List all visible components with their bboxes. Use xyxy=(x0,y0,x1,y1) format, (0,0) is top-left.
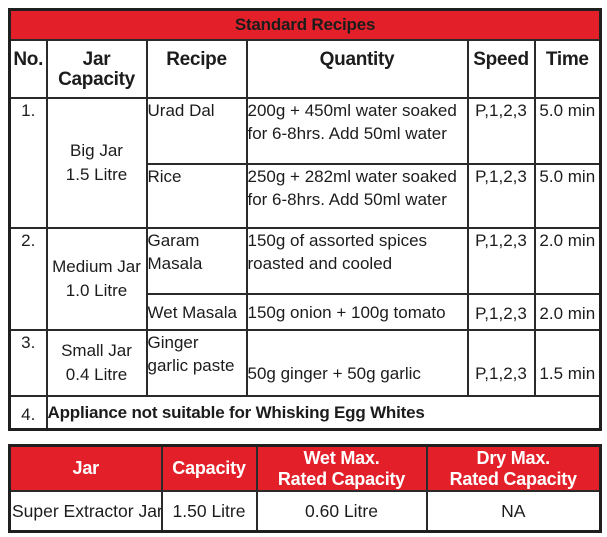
warning-note: Appliance not suitable for Whisking Egg … xyxy=(45,394,602,431)
cell-recipe: Wet Masala xyxy=(145,292,248,331)
header-quantity: Quantity xyxy=(245,38,469,99)
header-capacity: Capacity xyxy=(160,444,258,493)
cell-recipe: Ginger garlic paste xyxy=(145,328,248,397)
cell-time: 5.0 min xyxy=(533,96,602,165)
cell-recipe: Urad Dal xyxy=(145,96,248,165)
header-jar: Jar xyxy=(8,444,163,493)
cell-quantity: 150g onion + 100g tomato xyxy=(245,292,469,331)
capacity-table: Jar Capacity Wet Max. Rated Capacity Dry… xyxy=(8,444,602,533)
capacity-data-row: Super Extractor Jar 1.50 Litre 0.60 Litr… xyxy=(8,490,602,533)
header-wet-max: Wet Max. Rated Capacity xyxy=(255,444,428,493)
column-header-row: No. Jar Capacity Recipe Quantity Speed T… xyxy=(8,38,602,99)
table-title: Standard Recipes xyxy=(8,8,602,41)
standard-recipes-table: Standard Recipes No. Jar Capacity Recipe… xyxy=(8,8,603,431)
cell-no: 2. xyxy=(8,226,48,331)
cell-time: 1.5 min xyxy=(533,328,602,397)
cell-time: 2.0 min xyxy=(533,292,602,331)
cell-quantity: 50g ginger + 50g garlic xyxy=(245,328,469,397)
header-time: Time xyxy=(533,38,602,99)
table-row: Wet Masala 150g onion + 100g tomato P,1,… xyxy=(10,292,602,331)
cell-recipe: Garam Masala xyxy=(145,226,248,295)
header-dry-max: Dry Max. Rated Capacity xyxy=(425,444,602,493)
note-row: 4. Appliance not suitable for Whisking E… xyxy=(8,394,602,431)
header-jar-capacity: Jar Capacity xyxy=(45,38,148,99)
cell-jar-capacity: Big Jar 1.5 Litre xyxy=(45,96,148,229)
cell-speed: P,1,2,3 xyxy=(466,292,536,331)
cell-speed: P,1,2,3 xyxy=(466,226,536,295)
table-row: 2. Medium Jar 1.0 Litre Garam Masala 150… xyxy=(8,226,602,331)
cell-time: 5.0 min xyxy=(533,162,602,229)
header-no: No. xyxy=(8,38,48,99)
table-row: Rice 250g + 282ml water soaked for 6-8hr… xyxy=(10,162,602,229)
header-speed: Speed xyxy=(466,38,536,99)
cell-speed: P,1,2,3 xyxy=(466,96,536,165)
cell-time: 2.0 min xyxy=(533,226,602,295)
table-title-row: Standard Recipes xyxy=(8,8,602,41)
cell-speed: P,1,2,3 xyxy=(466,328,536,397)
cell-quantity: 150g of assorted spices roasted and cool… xyxy=(245,226,469,295)
cell-no: 3. xyxy=(8,328,48,397)
cell-jar-name: Super Extractor Jar xyxy=(8,490,163,533)
cell-no: 1. xyxy=(8,96,48,229)
cell-capacity: 1.50 Litre xyxy=(160,490,258,533)
header-recipe: Recipe xyxy=(145,38,248,99)
cell-quantity: 200g + 450ml water soaked for 6-8hrs. Ad… xyxy=(245,96,469,165)
capacity-header-row: Jar Capacity Wet Max. Rated Capacity Dry… xyxy=(8,444,602,493)
cell-wet-max: 0.60 Litre xyxy=(255,490,428,533)
cell-no: 4. xyxy=(8,394,48,431)
cell-speed: P,1,2,3 xyxy=(466,162,536,229)
cell-dry-max: NA xyxy=(425,490,602,533)
cell-quantity: 250g + 282ml water soaked for 6-8hrs. Ad… xyxy=(245,162,469,229)
cell-recipe: Rice xyxy=(145,162,248,229)
cell-jar-capacity: Medium Jar 1.0 Litre xyxy=(45,226,148,331)
cell-jar-capacity: Small Jar 0.4 Litre xyxy=(45,328,148,397)
table-row: 3. Small Jar 0.4 Litre Ginger garlic pas… xyxy=(8,328,602,397)
table-row: 1. Big Jar 1.5 Litre Urad Dal 200g + 450… xyxy=(8,96,602,229)
